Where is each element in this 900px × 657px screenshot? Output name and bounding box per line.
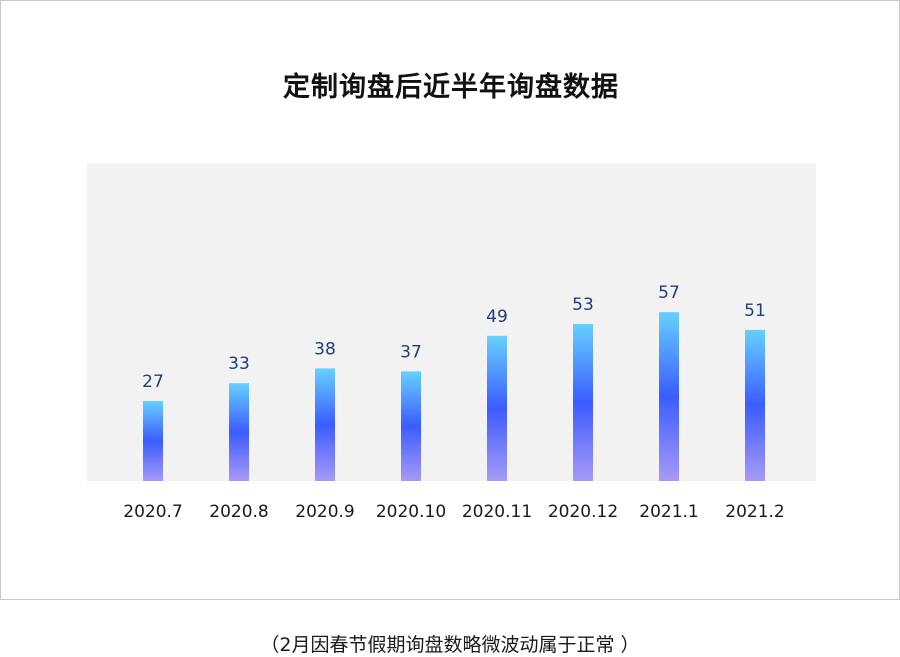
- value-label-group: 27 33 38 37 49 53 57 51: [142, 283, 766, 392]
- data-label-2021.1: 57: [658, 283, 680, 303]
- chart-title: 定制询盘后近半年询盘数据: [283, 72, 619, 103]
- data-label-2020.10: 37: [400, 342, 422, 362]
- x-tick-2021.1: 2021.1: [639, 502, 698, 522]
- bar-2020.12: [573, 323, 593, 481]
- bar-2020.10: [401, 371, 421, 481]
- data-label-2020.7: 27: [142, 372, 164, 392]
- x-tick-2020.12: 2020.12: [548, 502, 618, 522]
- bar-group: [143, 312, 765, 481]
- x-tick-2020.9: 2020.9: [295, 502, 354, 522]
- bar-2020.11: [487, 335, 507, 481]
- data-label-2020.8: 33: [228, 354, 250, 374]
- data-label-2021.2: 51: [744, 301, 766, 321]
- bar-2021.1: [659, 312, 679, 481]
- bar-2020.9: [315, 368, 335, 481]
- bar-2020.8: [229, 383, 249, 481]
- data-label-2020.11: 49: [486, 307, 508, 327]
- x-tick-2020.8: 2020.8: [209, 502, 268, 522]
- data-label-2020.9: 38: [314, 339, 336, 359]
- chart-frame: 定制询盘后近半年询盘数据 27 33 38 37 49 53 57 51 2020.7 2020…: [0, 0, 900, 600]
- plot-area: [87, 163, 816, 481]
- x-axis-tick-group: 2020.7 2020.8 2020.9 2020.10 2020.11 2020.12 2…: [123, 502, 784, 522]
- x-tick-2021.2: 2021.2: [725, 502, 784, 522]
- x-tick-2020.7: 2020.7: [123, 502, 182, 522]
- x-tick-2020.11: 2020.11: [462, 502, 532, 522]
- bar-2020.7: [143, 401, 163, 481]
- footnote: （2月因春节假期询盘数略微波动属于正常 ）: [260, 634, 640, 656]
- x-tick-2020.10: 2020.10: [376, 502, 446, 522]
- bar-2021.2: [745, 329, 765, 481]
- data-label-2020.12: 53: [572, 295, 594, 315]
